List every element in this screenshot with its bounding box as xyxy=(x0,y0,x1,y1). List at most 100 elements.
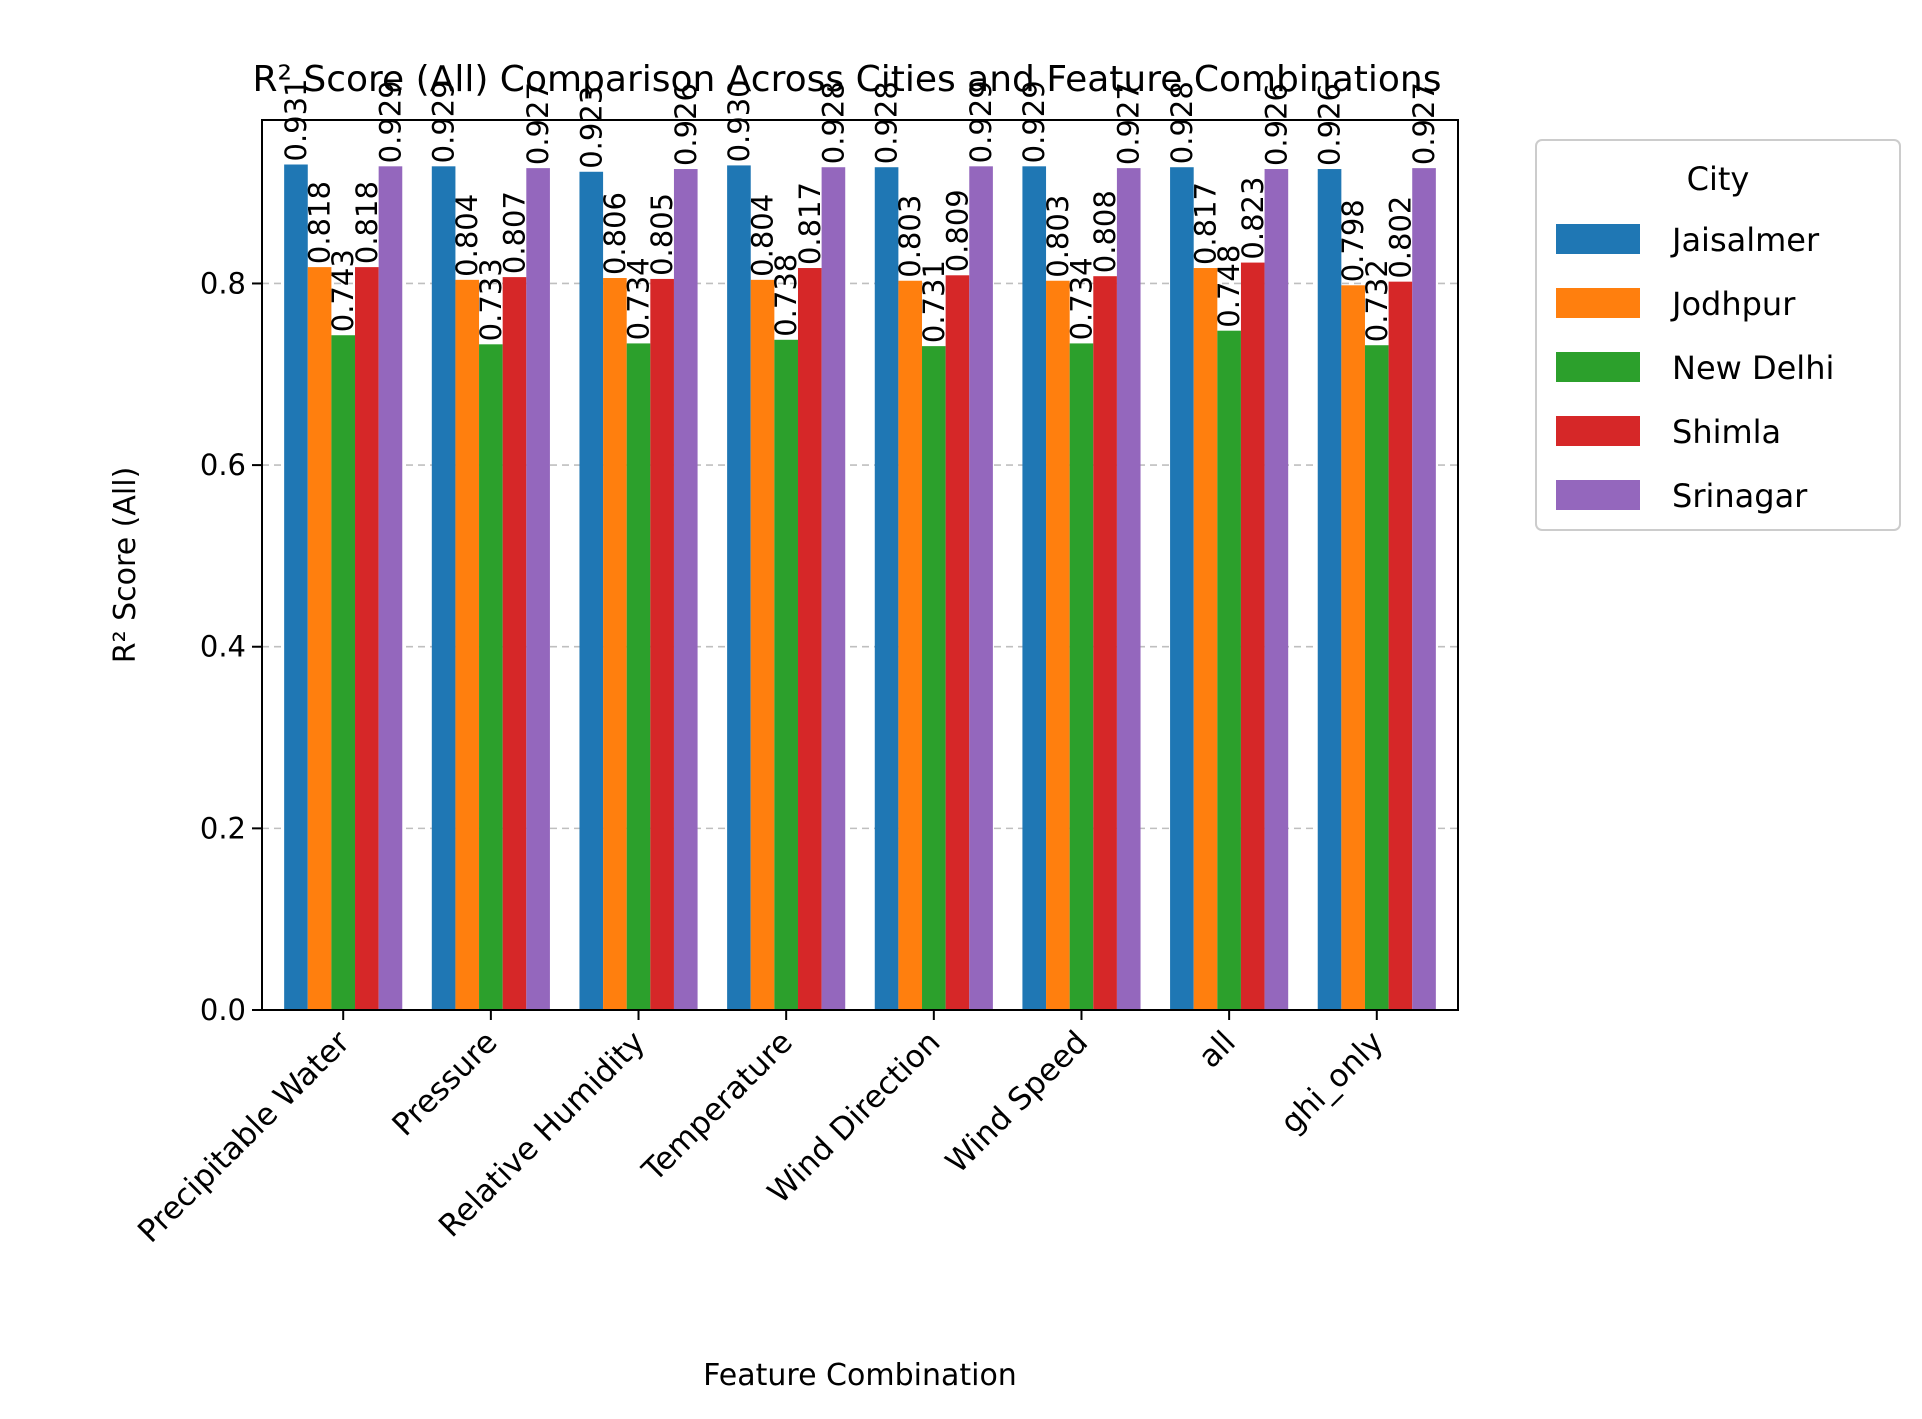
data-label: 0.928 xyxy=(870,81,904,164)
bar xyxy=(307,267,332,1010)
data-label: 0.928 xyxy=(1165,81,1199,164)
data-label: 0.818 xyxy=(350,181,384,264)
data-label: 0.929 xyxy=(373,80,407,163)
bar xyxy=(431,166,456,1010)
bar xyxy=(579,171,604,1010)
bar xyxy=(603,278,627,1011)
data-label: 0.806 xyxy=(598,192,632,275)
chart-title: R² Score (All) Comparison Across Cities … xyxy=(252,59,1441,100)
bar xyxy=(945,275,970,1011)
bars xyxy=(284,164,1436,1011)
bar xyxy=(1093,276,1117,1010)
legend-swatch xyxy=(1556,416,1640,446)
bar xyxy=(479,344,503,1011)
data-label: 0.927 xyxy=(1112,82,1146,165)
bar xyxy=(455,279,480,1010)
data-label: 0.809 xyxy=(940,189,974,272)
data-label: 0.743 xyxy=(326,249,360,332)
bar xyxy=(378,166,403,1010)
bar xyxy=(797,268,822,1010)
bar xyxy=(626,343,651,1010)
bar xyxy=(1217,330,1241,1011)
legend-title: City xyxy=(1687,160,1750,198)
bar xyxy=(526,168,550,1010)
bar xyxy=(1364,345,1389,1010)
data-label: 0.929 xyxy=(427,80,461,163)
data-label: 0.802 xyxy=(1383,196,1417,279)
bar xyxy=(727,165,751,1011)
bar xyxy=(1069,343,1094,1010)
data-label: 0.927 xyxy=(1407,82,1441,165)
y-tick-label: 0.2 xyxy=(200,811,246,845)
data-label: 0.798 xyxy=(1336,199,1370,282)
bar xyxy=(1022,166,1047,1010)
data-label: 0.731 xyxy=(917,260,951,343)
data-label: 0.732 xyxy=(1360,259,1394,342)
bar xyxy=(331,335,356,1010)
data-label: 0.733 xyxy=(474,258,508,341)
data-label: 0.803 xyxy=(1041,195,1075,278)
data-label: 0.804 xyxy=(450,194,484,277)
legend-swatch xyxy=(1556,352,1640,382)
bar xyxy=(673,169,698,1010)
data-label: 0.923 xyxy=(574,86,608,169)
y-axis: 0.0 0.2 0.4 0.6 0.8 xyxy=(200,266,262,1027)
legend-label: Srinagar xyxy=(1672,477,1808,515)
data-label: 0.927 xyxy=(521,82,555,165)
legend-label: Jodhpur xyxy=(1670,285,1796,323)
y-tick-label: 0.0 xyxy=(200,993,246,1027)
bar xyxy=(1116,168,1141,1010)
data-label: 0.930 xyxy=(722,79,756,162)
legend-swatch xyxy=(1556,480,1640,510)
legend-swatch xyxy=(1556,288,1640,318)
data-label: 0.926 xyxy=(669,83,703,166)
data-label: 0.823 xyxy=(1236,177,1270,260)
legend-label: Jaisalmer xyxy=(1670,221,1820,259)
data-label: 0.926 xyxy=(1259,83,1293,166)
data-label: 0.929 xyxy=(1017,80,1051,163)
data-label: 0.748 xyxy=(1212,245,1246,328)
bar xyxy=(650,278,674,1010)
data-label: 0.817 xyxy=(793,182,827,265)
bar xyxy=(821,167,846,1010)
data-label: 0.734 xyxy=(1064,257,1098,340)
y-tick-label: 0.4 xyxy=(200,630,246,664)
bar xyxy=(1412,168,1436,1010)
data-label: 0.804 xyxy=(746,194,780,277)
y-axis-label: R² Score (All) xyxy=(108,467,143,664)
data-label: 0.808 xyxy=(1088,190,1122,273)
data-label: 0.931 xyxy=(279,78,313,161)
bar xyxy=(1388,281,1413,1010)
bar xyxy=(1317,169,1342,1010)
data-label: 0.817 xyxy=(1189,182,1223,265)
bar xyxy=(502,277,527,1010)
bar xyxy=(1170,167,1194,1010)
data-label: 0.805 xyxy=(645,193,679,276)
plot-frame xyxy=(261,119,1459,1011)
data-label: 0.734 xyxy=(622,257,656,340)
data-label: 0.803 xyxy=(893,195,927,278)
bar xyxy=(1240,262,1265,1010)
bar xyxy=(774,339,798,1010)
legend-label: New Delhi xyxy=(1672,349,1834,387)
bar xyxy=(969,166,993,1010)
data-label: 0.818 xyxy=(303,181,337,264)
y-tick-label: 0.6 xyxy=(200,448,246,482)
data-label: 0.928 xyxy=(816,81,850,164)
data-label: 0.929 xyxy=(964,80,998,163)
data-label: 0.926 xyxy=(1313,83,1347,166)
bar xyxy=(1046,280,1070,1011)
legend: City Jaisalmer Jodhpur New Delhi Shimla Srin… xyxy=(1535,139,1901,531)
data-label: 0.738 xyxy=(769,254,803,337)
y-tick-label: 0.8 xyxy=(200,266,246,300)
bar xyxy=(284,164,308,1010)
bar xyxy=(898,280,923,1011)
bar xyxy=(874,167,899,1010)
bar xyxy=(922,346,946,1010)
legend-frame xyxy=(1535,139,1901,531)
bar xyxy=(1341,285,1365,1010)
bar xyxy=(1193,268,1218,1010)
data-label: 0.807 xyxy=(497,191,531,274)
